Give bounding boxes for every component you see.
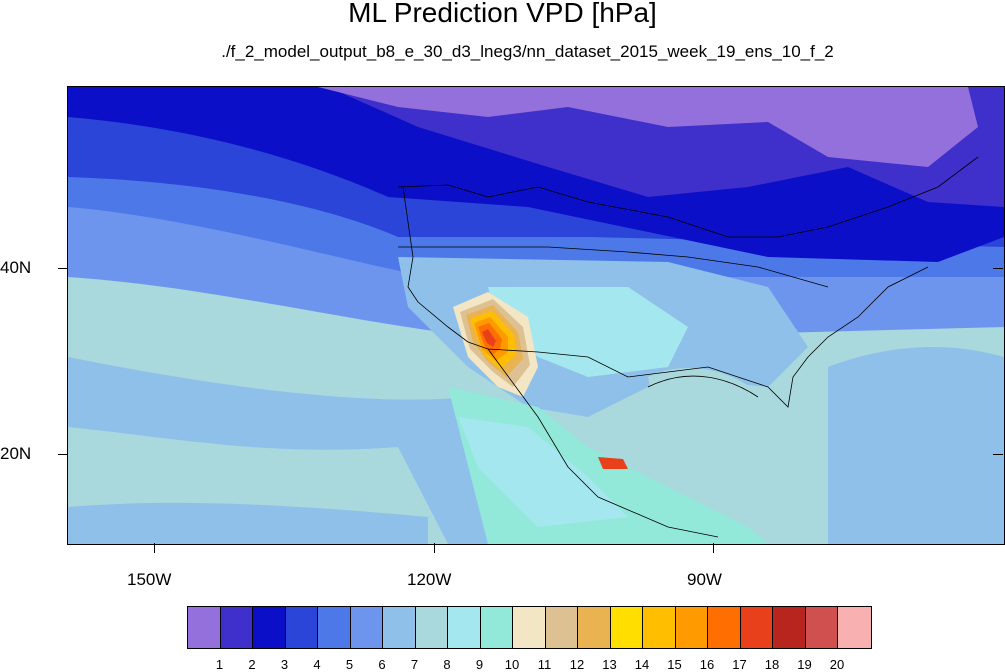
y-tick-40n bbox=[58, 268, 67, 269]
colorbar-swatch bbox=[318, 607, 351, 648]
colorbar-swatch bbox=[578, 607, 611, 648]
x-label-120w: 120W bbox=[407, 570, 452, 589]
x-label-150w: 150W bbox=[127, 570, 172, 589]
colorbar-swatch bbox=[220, 607, 253, 648]
colorbar-label: 20 bbox=[829, 657, 845, 672]
colorbar-label: 5 bbox=[345, 657, 354, 672]
chart-title: ML Prediction VPD [hPa] bbox=[348, 0, 657, 28]
colorbar-label: 3 bbox=[280, 657, 289, 672]
y-label-20n: 20N bbox=[0, 444, 32, 463]
colorbar-label: 14 bbox=[634, 657, 650, 672]
colorbar-swatch bbox=[513, 607, 546, 648]
chart-subtitle: ./f_2_model_output_b8_e_30_d3_lneg3/nn_d… bbox=[221, 42, 834, 61]
colorbar-label: 16 bbox=[699, 657, 715, 672]
colorbar bbox=[187, 606, 872, 649]
colorbar-label: 11 bbox=[537, 657, 552, 672]
colorbar-label: 6 bbox=[378, 657, 386, 672]
x-tick-120w bbox=[434, 543, 435, 553]
y-tick-40n-right bbox=[993, 268, 1003, 269]
colorbar-label: 18 bbox=[764, 657, 780, 672]
colorbar-label: 2 bbox=[248, 657, 256, 672]
colorbar-label: 12 bbox=[569, 657, 585, 672]
colorbar-label: 9 bbox=[475, 657, 484, 672]
colorbar-swatch bbox=[253, 607, 286, 648]
y-tick-20n bbox=[58, 454, 67, 455]
colorbar-swatch bbox=[415, 607, 448, 648]
colorbar-swatch bbox=[805, 607, 838, 648]
x-label-90w: 90W bbox=[687, 570, 722, 589]
colorbar-label: 1 bbox=[215, 657, 224, 672]
y-label-40n: 40N bbox=[0, 258, 32, 277]
colorbar-swatch bbox=[708, 607, 741, 648]
colorbar-label: 8 bbox=[443, 657, 451, 672]
y-tick-20n-right bbox=[993, 454, 1003, 455]
x-tick-150w bbox=[154, 543, 155, 553]
colorbar-swatch bbox=[285, 607, 318, 648]
colorbar-swatch bbox=[838, 607, 871, 648]
colorbar-label: 15 bbox=[667, 657, 682, 672]
colorbar-swatch bbox=[350, 607, 383, 648]
colorbar-label: 13 bbox=[602, 657, 617, 672]
colorbar-swatch bbox=[773, 607, 806, 648]
colorbar-label: 4 bbox=[313, 657, 321, 672]
colorbar-swatch bbox=[675, 607, 708, 648]
colorbar-label: 17 bbox=[732, 657, 747, 672]
x-tick-90w bbox=[713, 543, 714, 553]
colorbar-label: 10 bbox=[504, 657, 520, 672]
colorbar-swatch bbox=[188, 607, 221, 648]
colorbar-swatch bbox=[545, 607, 578, 648]
colorbar-label: 7 bbox=[410, 657, 419, 672]
colorbar-swatch bbox=[740, 607, 773, 648]
colorbar-swatch bbox=[643, 607, 676, 648]
colorbar-swatch bbox=[480, 607, 513, 648]
colorbar-swatch bbox=[448, 607, 481, 648]
colorbar-swatch bbox=[383, 607, 416, 648]
colorbar-swatch bbox=[610, 607, 643, 648]
vpd-map bbox=[67, 86, 1005, 545]
colorbar-label: 19 bbox=[797, 657, 812, 672]
vpd-map-canvas bbox=[68, 87, 1004, 544]
